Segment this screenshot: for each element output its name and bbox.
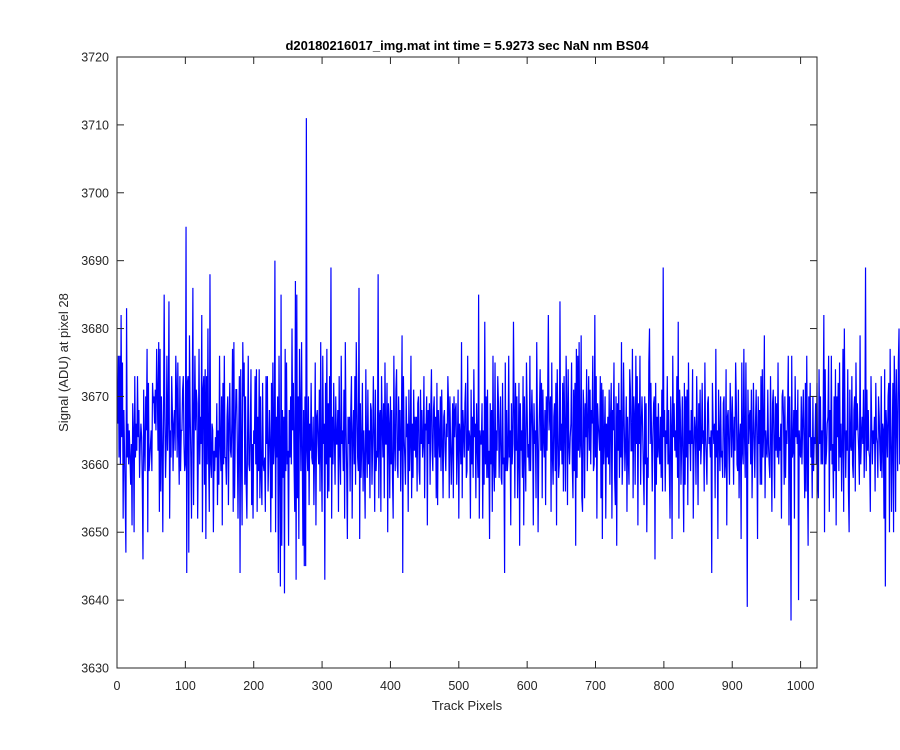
y-tick-label: 3700 [81, 186, 109, 200]
y-tick-label: 3710 [81, 118, 109, 132]
y-tick-label: 3630 [81, 662, 109, 676]
x-tick-label: 700 [585, 679, 606, 693]
plot-area [117, 57, 817, 668]
y-tick-label: 3650 [81, 526, 109, 540]
x-axis-label: Track Pixels [432, 698, 503, 713]
chart-title: d20180216017_img.mat int time = 5.9273 s… [285, 38, 649, 53]
x-tick-label: 1000 [787, 679, 815, 693]
data-layer [117, 118, 900, 621]
x-tick-label: 900 [722, 679, 743, 693]
x-tick-label: 800 [653, 679, 674, 693]
y-axis-label: Signal (ADU) at pixel 28 [56, 293, 71, 432]
x-tick-labels: 0 100 200 300 400 500 600 700 800 900 1000 [114, 679, 815, 693]
y-tick-label: 3690 [81, 254, 109, 268]
x-tick-label: 200 [243, 679, 264, 693]
y-tick-label: 3720 [81, 51, 109, 65]
x-tick-label: 0 [114, 679, 121, 693]
x-tick-label: 600 [517, 679, 538, 693]
y-tick-label: 3660 [81, 458, 109, 472]
x-tick-label: 100 [175, 679, 196, 693]
y-tick-labels: 3630 3640 3650 3660 3670 3680 3690 3700 3710 3720 [81, 51, 109, 676]
series-line [117, 118, 900, 621]
x-tick-label: 300 [312, 679, 333, 693]
y-tick-label: 3640 [81, 594, 109, 608]
y-tick-label: 3670 [81, 390, 109, 404]
axes-box [116, 56, 818, 669]
x-tick-label: 400 [380, 679, 401, 693]
y-tick-label: 3680 [81, 322, 109, 336]
x-tick-label: 500 [448, 679, 469, 693]
